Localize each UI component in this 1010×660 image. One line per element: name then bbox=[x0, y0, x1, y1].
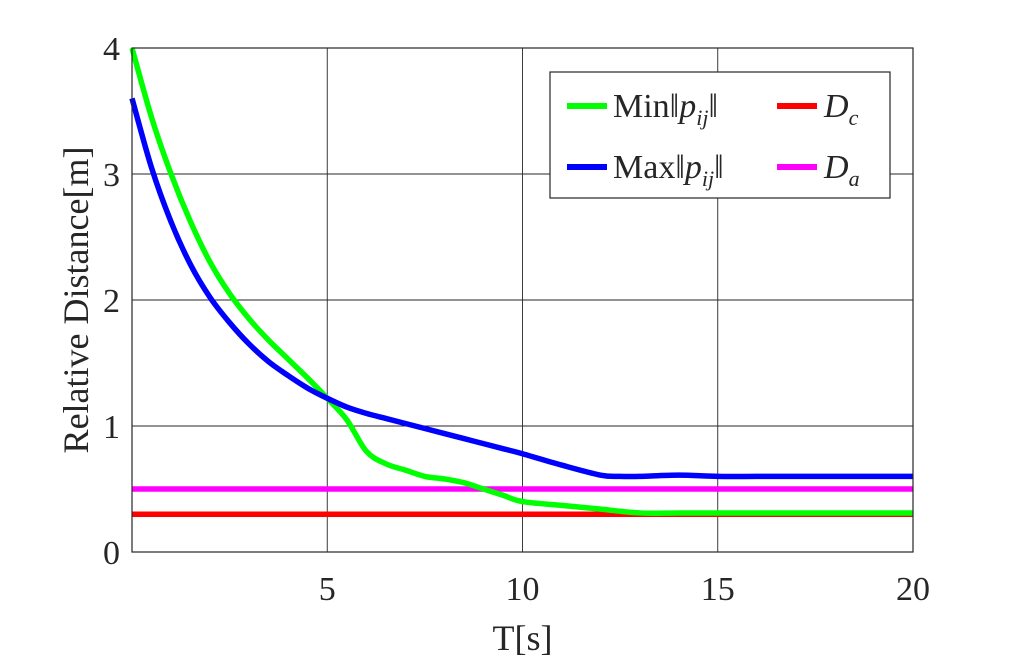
y-tick-label-4: 4 bbox=[103, 31, 120, 68]
y-tick-label-1: 1 bbox=[103, 409, 120, 446]
x-tick-label-1: 10 bbox=[506, 571, 540, 608]
legend-box bbox=[549, 71, 891, 199]
series-line-1 bbox=[129, 97, 913, 480]
series-line-0 bbox=[129, 47, 913, 516]
x-axis-label: T[s] bbox=[493, 618, 553, 658]
x-tick-label-0: 5 bbox=[319, 571, 336, 608]
x-tick-label-3: 20 bbox=[896, 571, 930, 608]
series-lines bbox=[129, 47, 913, 517]
y-axis-label: Relative Distance[m] bbox=[56, 147, 96, 454]
legend-label-max: Max‖pij‖ bbox=[613, 149, 724, 191]
tick-labels: 5 10 15 20 0 1 2 3 4 bbox=[103, 31, 930, 608]
y-tick-label-2: 2 bbox=[103, 283, 120, 320]
legend: Min‖pij‖ Dc Max‖pij‖ Da bbox=[549, 71, 891, 199]
legend-label-dc: Dc bbox=[823, 88, 859, 130]
legend-label-min: Min‖pij‖ bbox=[613, 88, 718, 130]
legend-label-da: Da bbox=[823, 149, 860, 191]
x-tick-label-2: 15 bbox=[701, 571, 735, 608]
y-tick-label-3: 3 bbox=[103, 157, 120, 194]
y-tick-label-0: 0 bbox=[103, 535, 120, 572]
axes-frame bbox=[131, 47, 914, 553]
